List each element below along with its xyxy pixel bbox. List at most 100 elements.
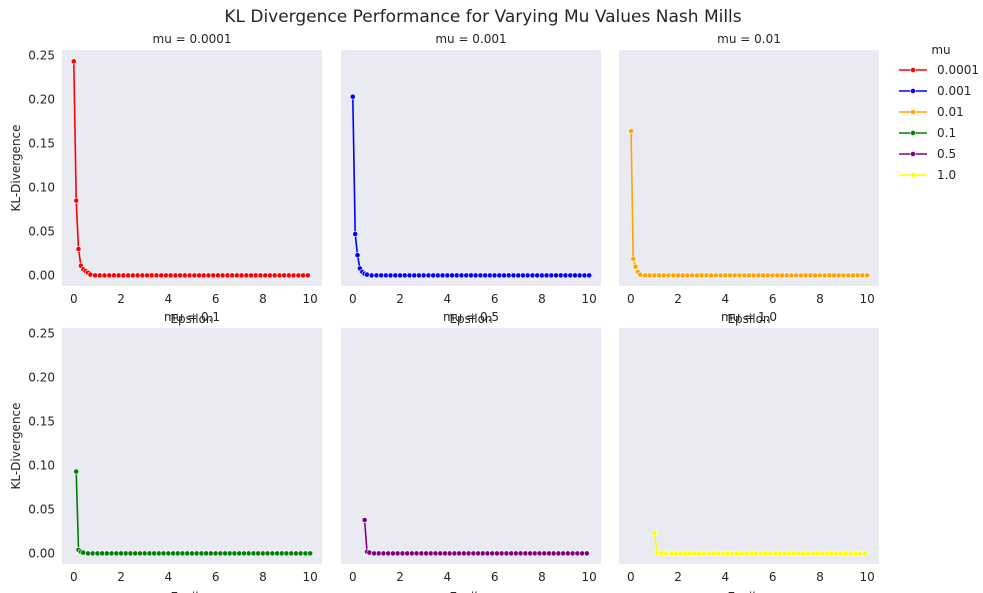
data-point [406, 272, 413, 279]
data-point [205, 272, 212, 279]
data-point [304, 272, 311, 279]
data-point [717, 272, 724, 279]
panel-title: mu = 0.0001 [153, 32, 232, 46]
data-point [658, 550, 665, 557]
data-point [387, 272, 394, 279]
x-tick-label: 4 [722, 292, 730, 306]
x-tick-label: 2 [396, 292, 404, 306]
data-point [665, 272, 672, 279]
data-point [141, 550, 148, 557]
data-point [743, 550, 750, 557]
data-point [420, 272, 427, 279]
legend-label: 0.5 [937, 147, 956, 161]
data-point [179, 550, 186, 557]
x-tick-label: 8 [816, 570, 824, 584]
data-point [134, 272, 141, 279]
x-tick-label: 10 [303, 292, 318, 306]
data-point [691, 550, 698, 557]
data-point [828, 550, 835, 557]
data-point [543, 272, 550, 279]
legend-item: 0.0001 [899, 63, 979, 77]
data-point [380, 550, 387, 557]
x-tick-label: 2 [117, 292, 125, 306]
data-point [776, 550, 783, 557]
x-tick-label: 8 [259, 292, 267, 306]
data-point [80, 549, 87, 556]
data-point [854, 272, 861, 279]
data-point [472, 272, 479, 279]
legend-item: 1.0 [899, 168, 956, 182]
x-tick-label: 2 [396, 570, 404, 584]
data-point [432, 550, 439, 557]
x-tick-label: 10 [582, 570, 597, 584]
data-point [861, 550, 868, 557]
y-tick-label: 0.20 [28, 92, 55, 106]
legend-item: 0.5 [899, 147, 956, 161]
data-point [646, 272, 653, 279]
x-tick-label: 4 [444, 292, 452, 306]
data-point [245, 550, 252, 557]
data-point [368, 272, 375, 279]
data-point [840, 272, 847, 279]
data-point [651, 530, 658, 537]
data-point [550, 550, 557, 557]
data-point [446, 550, 453, 557]
legend-marker [910, 109, 916, 115]
y-tick-label: 0.05 [28, 224, 55, 238]
x-tick-label: 2 [117, 570, 125, 584]
x-tick-label: 0 [627, 292, 635, 306]
panel-title: mu = 0.001 [435, 32, 506, 46]
data-point [484, 550, 491, 557]
data-point [762, 550, 769, 557]
panel-6: mu = 1.0 0 2 4 6 8 10 Epsilon [619, 310, 879, 593]
data-point [672, 550, 679, 557]
data-point [698, 272, 705, 279]
data-point [769, 272, 776, 279]
plot-background [62, 50, 322, 286]
data-point [524, 272, 531, 279]
data-point [219, 272, 226, 279]
data-point [212, 550, 219, 557]
plot-background [341, 328, 601, 564]
data-point [458, 272, 465, 279]
data-point [160, 550, 167, 557]
y-tick-label: 0.15 [28, 414, 55, 428]
x-tick-label: 4 [165, 292, 173, 306]
x-tick-label: 0 [70, 292, 78, 306]
x-tick-label: 6 [212, 292, 220, 306]
y-tick-label: 0.20 [28, 370, 55, 384]
data-point [349, 93, 356, 100]
data-point [101, 272, 108, 279]
data-point [364, 271, 370, 278]
legend-label: 0.1 [937, 126, 956, 140]
data-point [366, 549, 373, 556]
y-tick-label: 0.25 [28, 326, 55, 340]
data-point [186, 272, 193, 279]
panel-4: mu = 0.1 0 2 4 6 8 10 Epsilon 0.00 0.05 0.10 0.15 0.… [9, 310, 322, 593]
legend-label: 1.0 [937, 168, 956, 182]
x-axis-label: Epsilon [727, 590, 770, 593]
panel-3: mu = 0.01 0 2 4 6 8 10 Epsilon [619, 32, 879, 326]
data-point [795, 550, 802, 557]
data-point [653, 549, 660, 556]
x-tick-label: 8 [816, 292, 824, 306]
data-point [510, 272, 517, 279]
data-point [352, 231, 359, 237]
x-tick-label: 8 [538, 292, 546, 306]
legend-label: 0.001 [937, 84, 971, 98]
data-point [257, 272, 264, 279]
data-point [394, 550, 401, 557]
plot-background [619, 50, 879, 286]
x-tick-label: 2 [674, 570, 682, 584]
data-point [724, 550, 731, 557]
x-axis-label: Epsilon [449, 312, 492, 326]
data-point [231, 550, 238, 557]
data-point [637, 271, 644, 278]
data-point [586, 272, 593, 279]
data-point [75, 246, 82, 252]
data-point [498, 550, 505, 557]
x-tick-label: 4 [444, 570, 452, 584]
data-point [750, 272, 757, 279]
panel-title: mu = 0.5 [443, 310, 499, 324]
